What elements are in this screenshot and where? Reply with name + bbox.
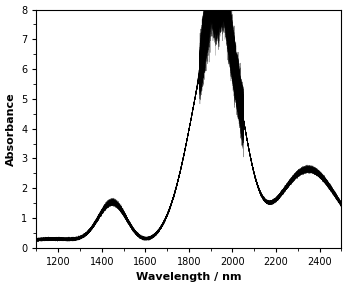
Y-axis label: Absorbance: Absorbance [6, 92, 16, 166]
X-axis label: Wavelength / nm: Wavelength / nm [136, 272, 242, 283]
